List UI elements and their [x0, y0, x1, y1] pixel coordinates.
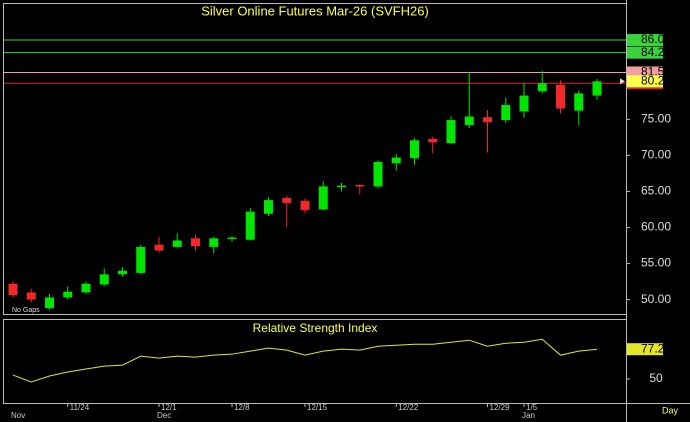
gap-note: No Gaps — [12, 307, 40, 314]
candle-body — [227, 237, 237, 240]
level-label-box — [627, 46, 663, 59]
candle-body — [300, 200, 310, 211]
last-price-box — [627, 75, 663, 88]
y-tick-label: 55.00 — [641, 256, 671, 270]
candle-body — [318, 186, 328, 210]
candle-body — [428, 138, 438, 143]
y-tick-label: 50.00 — [641, 292, 671, 306]
x-tick-label: 1/5 — [526, 403, 538, 412]
candle-body — [574, 93, 584, 111]
candle-body — [391, 157, 401, 164]
level-label: 86.00 — [641, 32, 671, 46]
candle-body — [373, 161, 383, 187]
x-tick-label: 12/15 — [307, 403, 328, 412]
month-label: Nov — [11, 411, 25, 420]
candle-body — [446, 120, 456, 144]
candle-body — [154, 244, 164, 251]
y-tick-label: 70.00 — [641, 148, 671, 162]
candle-body — [264, 200, 273, 214]
candle-body — [99, 274, 109, 285]
candle-body — [136, 246, 146, 273]
level-label: 81.50 — [641, 65, 671, 79]
x-tick-label: 12/8 — [234, 403, 250, 412]
candle-body — [537, 83, 547, 92]
candle-body — [501, 104, 511, 121]
candle-body — [592, 81, 602, 96]
candle-body — [245, 211, 255, 240]
candle-body — [191, 238, 200, 247]
candle-body — [519, 95, 529, 112]
rsi-last-box — [627, 343, 663, 356]
candle-body — [355, 184, 365, 187]
month-label: Jan — [522, 411, 535, 420]
candle-body — [464, 116, 474, 126]
rsi-last-label: 77.26 — [641, 341, 671, 355]
candle-body — [45, 297, 54, 309]
last-price-arrow — [620, 78, 625, 85]
rsi-title: Relative Strength Index — [253, 321, 378, 335]
candle-body — [483, 117, 492, 123]
y-tick-label: 60.00 — [641, 220, 671, 234]
candle-body — [209, 238, 219, 247]
candle-body — [556, 84, 565, 109]
candle-body — [172, 240, 182, 247]
candle-body — [8, 283, 18, 296]
x-tick-label: 11/24 — [70, 403, 90, 412]
level-label-box — [627, 34, 663, 47]
candle-body — [81, 283, 91, 293]
candle-body — [337, 185, 346, 188]
y-tick-label: 75.00 — [641, 112, 671, 126]
candle-body — [63, 291, 73, 298]
level-label: 84.25 — [641, 45, 671, 59]
rsi-line — [12, 338, 598, 383]
x-tick-label: 12/1 — [161, 403, 177, 412]
rsi-y-tick-label: 50 — [649, 371, 663, 385]
candle-body — [118, 270, 127, 275]
candle-body — [282, 197, 292, 203]
x-tick-label: 12/22 — [398, 403, 419, 412]
y-tick-label: 65.00 — [641, 184, 671, 198]
chart-title: Silver Online Futures Mar-26 (SVFH26) — [201, 3, 429, 18]
last-price-label: 80.27 — [641, 74, 671, 88]
candle-body — [26, 292, 36, 300]
interval-label: Day — [662, 405, 679, 415]
candle-body — [410, 140, 419, 159]
month-label: Dec — [157, 411, 171, 420]
x-tick-label: 12/29 — [490, 403, 511, 412]
